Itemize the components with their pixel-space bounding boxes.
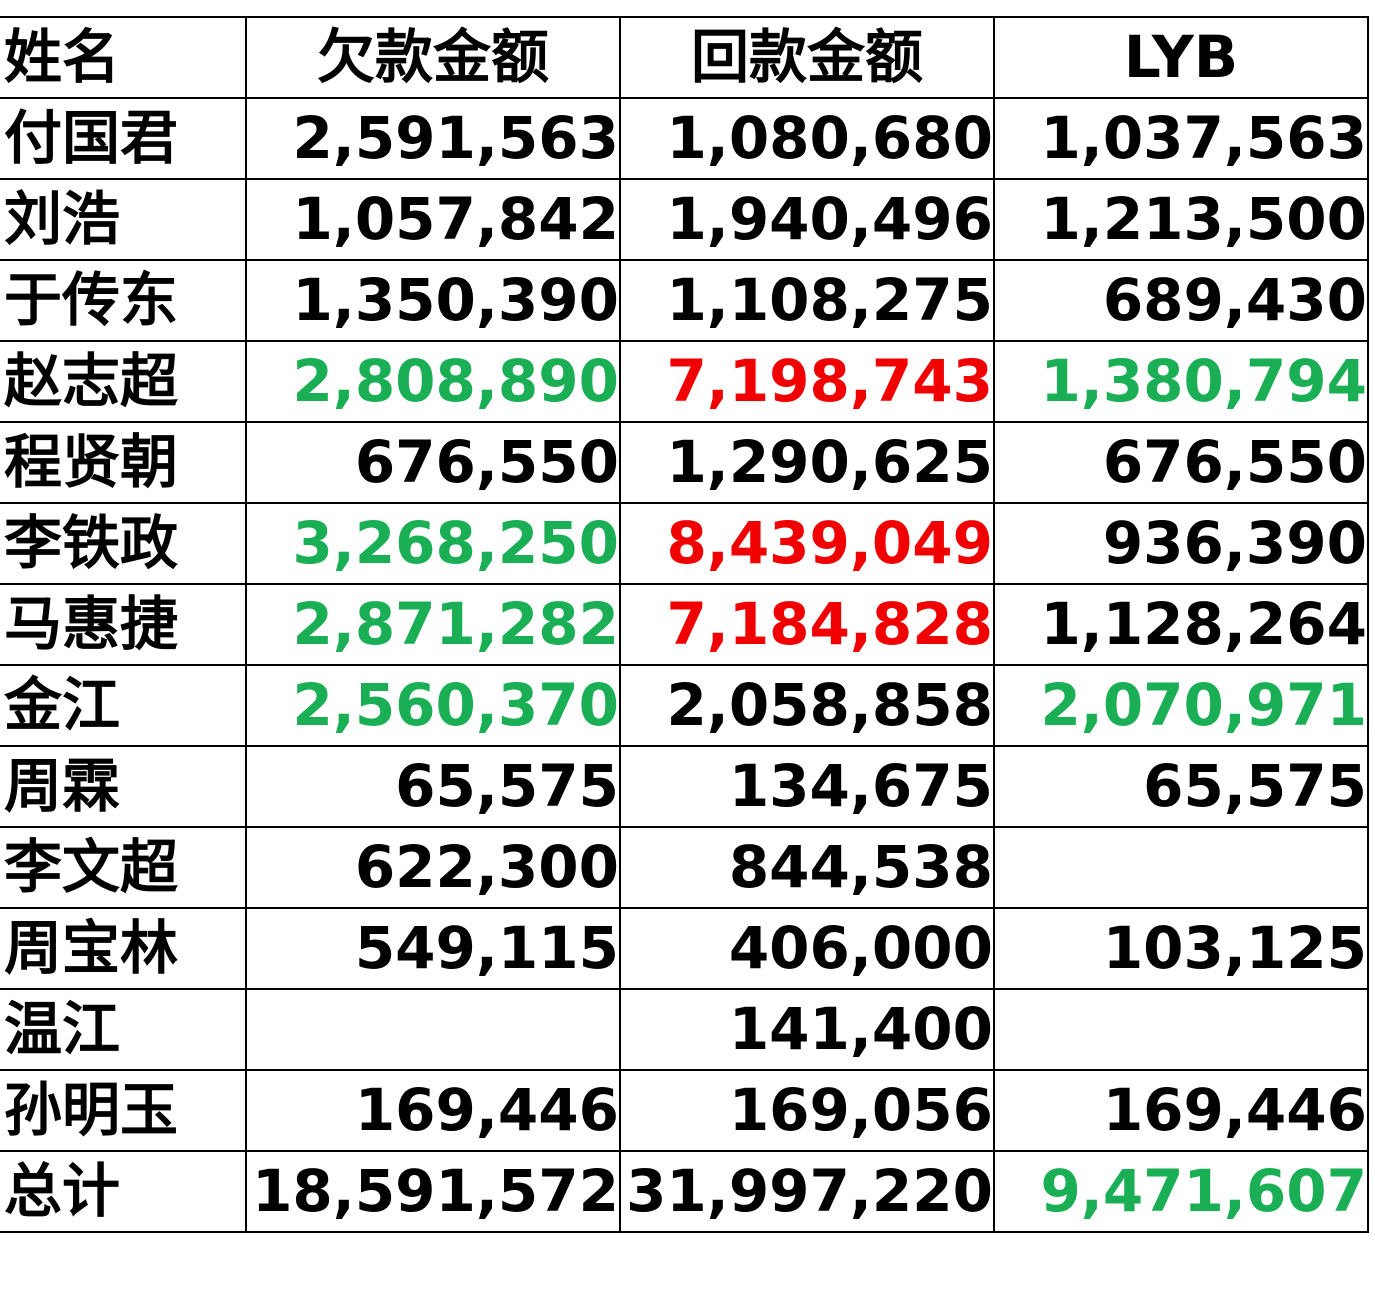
cell-debt[interactable]: 2,591,563 bbox=[245, 97, 621, 180]
cell-debt[interactable]: 3,268,250 bbox=[245, 502, 621, 585]
cell-debt[interactable]: 169,446 bbox=[245, 1069, 621, 1152]
table-row: 温江 141,400 bbox=[0, 988, 1369, 1071]
table-row: 金江 2,560,370 2,058,858 2,070,971 bbox=[0, 664, 1369, 747]
cell-name[interactable]: 程贤朝 bbox=[0, 421, 247, 504]
cell-debt[interactable]: 676,550 bbox=[245, 421, 621, 504]
table-row: 赵志超 2,808,890 7,198,743 1,380,794 bbox=[0, 340, 1369, 423]
total-row: 总计 18,591,572 31,997,220 9,471,607 bbox=[0, 1150, 1369, 1233]
header-debt[interactable]: 欠款金额 bbox=[245, 16, 621, 99]
cell-repay[interactable]: 1,290,625 bbox=[619, 421, 995, 504]
cell-debt[interactable] bbox=[245, 988, 621, 1071]
table-row: 孙明玉 169,446 169,056 169,446 bbox=[0, 1069, 1369, 1152]
total-label[interactable]: 总计 bbox=[0, 1150, 247, 1233]
cell-name[interactable]: 李铁政 bbox=[0, 502, 247, 585]
cell-repay[interactable]: 169,056 bbox=[619, 1069, 995, 1152]
cell-lyb[interactable]: 1,128,264 bbox=[993, 583, 1369, 666]
total-debt[interactable]: 18,591,572 bbox=[245, 1150, 621, 1233]
cell-lyb[interactable]: 676,550 bbox=[993, 421, 1369, 504]
cell-debt[interactable]: 2,808,890 bbox=[245, 340, 621, 423]
cell-repay[interactable]: 1,080,680 bbox=[619, 97, 995, 180]
header-repay[interactable]: 回款金额 bbox=[619, 16, 995, 99]
table-row: 于传东 1,350,390 1,108,275 689,430 bbox=[0, 259, 1369, 342]
debt-table: 姓名 欠款金额 回款金额 LYB 付国君 2,591,563 1,080,680 1,… bbox=[0, 16, 1369, 1233]
table-row: 周霖 65,575 134,675 65,575 bbox=[0, 745, 1369, 828]
cell-lyb[interactable]: 65,575 bbox=[993, 745, 1369, 828]
cell-repay[interactable]: 134,675 bbox=[619, 745, 995, 828]
cell-name[interactable]: 孙明玉 bbox=[0, 1069, 247, 1152]
cell-lyb[interactable]: 103,125 bbox=[993, 907, 1369, 990]
cell-lyb[interactable] bbox=[993, 988, 1369, 1071]
cell-repay[interactable]: 844,538 bbox=[619, 826, 995, 909]
cell-lyb[interactable]: 689,430 bbox=[993, 259, 1369, 342]
cell-name[interactable]: 周霖 bbox=[0, 745, 247, 828]
cell-debt[interactable]: 2,871,282 bbox=[245, 583, 621, 666]
table-row: 周宝林 549,115 406,000 103,125 bbox=[0, 907, 1369, 990]
cell-lyb[interactable]: 1,380,794 bbox=[993, 340, 1369, 423]
cell-debt[interactable]: 549,115 bbox=[245, 907, 621, 990]
cell-repay[interactable]: 406,000 bbox=[619, 907, 995, 990]
cell-repay[interactable]: 1,108,275 bbox=[619, 259, 995, 342]
table-row: 李铁政 3,268,250 8,439,049 936,390 bbox=[0, 502, 1369, 585]
cell-name[interactable]: 于传东 bbox=[0, 259, 247, 342]
header-row: 姓名 欠款金额 回款金额 LYB bbox=[0, 16, 1369, 99]
cell-lyb[interactable]: 169,446 bbox=[993, 1069, 1369, 1152]
cell-lyb[interactable] bbox=[993, 826, 1369, 909]
table-row: 刘浩 1,057,842 1,940,496 1,213,500 bbox=[0, 178, 1369, 261]
cell-lyb[interactable]: 2,070,971 bbox=[993, 664, 1369, 747]
cell-name[interactable]: 刘浩 bbox=[0, 178, 247, 261]
cell-repay[interactable]: 1,940,496 bbox=[619, 178, 995, 261]
cell-name[interactable]: 温江 bbox=[0, 988, 247, 1071]
cell-repay[interactable]: 141,400 bbox=[619, 988, 995, 1071]
cell-lyb[interactable]: 1,037,563 bbox=[993, 97, 1369, 180]
table-row: 马惠捷 2,871,282 7,184,828 1,128,264 bbox=[0, 583, 1369, 666]
header-name[interactable]: 姓名 bbox=[0, 16, 247, 99]
table-row: 付国君 2,591,563 1,080,680 1,037,563 bbox=[0, 97, 1369, 180]
total-lyb[interactable]: 9,471,607 bbox=[993, 1150, 1369, 1233]
cell-repay[interactable]: 2,058,858 bbox=[619, 664, 995, 747]
cell-debt[interactable]: 1,057,842 bbox=[245, 178, 621, 261]
cell-lyb[interactable]: 1,213,500 bbox=[993, 178, 1369, 261]
cell-repay[interactable]: 8,439,049 bbox=[619, 502, 995, 585]
cell-name[interactable]: 周宝林 bbox=[0, 907, 247, 990]
table-row: 程贤朝 676,550 1,290,625 676,550 bbox=[0, 421, 1369, 504]
table-row: 李文超 622,300 844,538 bbox=[0, 826, 1369, 909]
total-repay[interactable]: 31,997,220 bbox=[619, 1150, 995, 1233]
cell-repay[interactable]: 7,198,743 bbox=[619, 340, 995, 423]
cell-debt[interactable]: 1,350,390 bbox=[245, 259, 621, 342]
cell-debt[interactable]: 65,575 bbox=[245, 745, 621, 828]
header-lyb[interactable]: LYB bbox=[993, 16, 1369, 99]
cell-name[interactable]: 付国君 bbox=[0, 97, 247, 180]
cell-name[interactable]: 金江 bbox=[0, 664, 247, 747]
table-body: 姓名 欠款金额 回款金额 LYB 付国君 2,591,563 1,080,680 1,… bbox=[0, 16, 1369, 1233]
cell-name[interactable]: 马惠捷 bbox=[0, 583, 247, 666]
cell-debt[interactable]: 2,560,370 bbox=[245, 664, 621, 747]
cell-debt[interactable]: 622,300 bbox=[245, 826, 621, 909]
cell-repay[interactable]: 7,184,828 bbox=[619, 583, 995, 666]
cell-name[interactable]: 李文超 bbox=[0, 826, 247, 909]
cell-name[interactable]: 赵志超 bbox=[0, 340, 247, 423]
cell-lyb[interactable]: 936,390 bbox=[993, 502, 1369, 585]
